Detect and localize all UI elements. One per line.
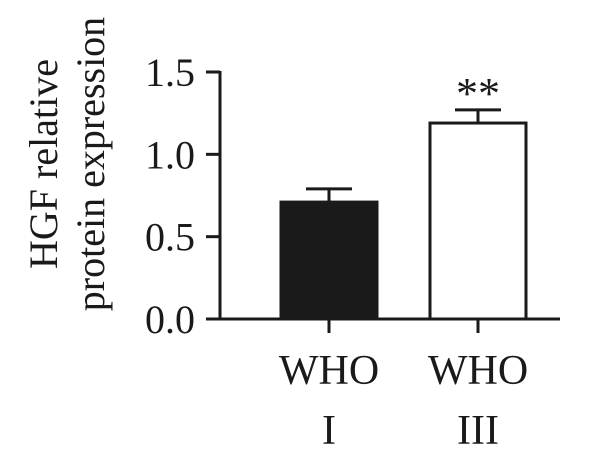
bars: **: [279, 69, 528, 321]
x-tick-label-line2: III: [457, 408, 499, 454]
bar: [428, 121, 528, 321]
y-tick-label: 1.0: [145, 132, 195, 177]
y-tick-label: 0.0: [145, 297, 195, 342]
x-ticks: WHO I WHO III: [279, 319, 528, 454]
bar: [279, 200, 379, 321]
x-tick-label-line2: I: [322, 408, 336, 454]
significance-marker: **: [456, 69, 500, 118]
y-tick-label: 0.5: [145, 215, 195, 260]
y-tick-label: 1.5: [145, 50, 195, 95]
y-axis-title-line2: protein expression: [68, 17, 113, 311]
x-tick-label: WHO: [428, 348, 528, 394]
x-tick-label: WHO: [279, 348, 379, 394]
y-ticks: 0.0 0.5 1.0 1.5: [145, 50, 220, 342]
y-axis-title: HGF relative protein expression: [21, 17, 113, 311]
y-axis-title-line1: HGF relative: [21, 59, 66, 269]
